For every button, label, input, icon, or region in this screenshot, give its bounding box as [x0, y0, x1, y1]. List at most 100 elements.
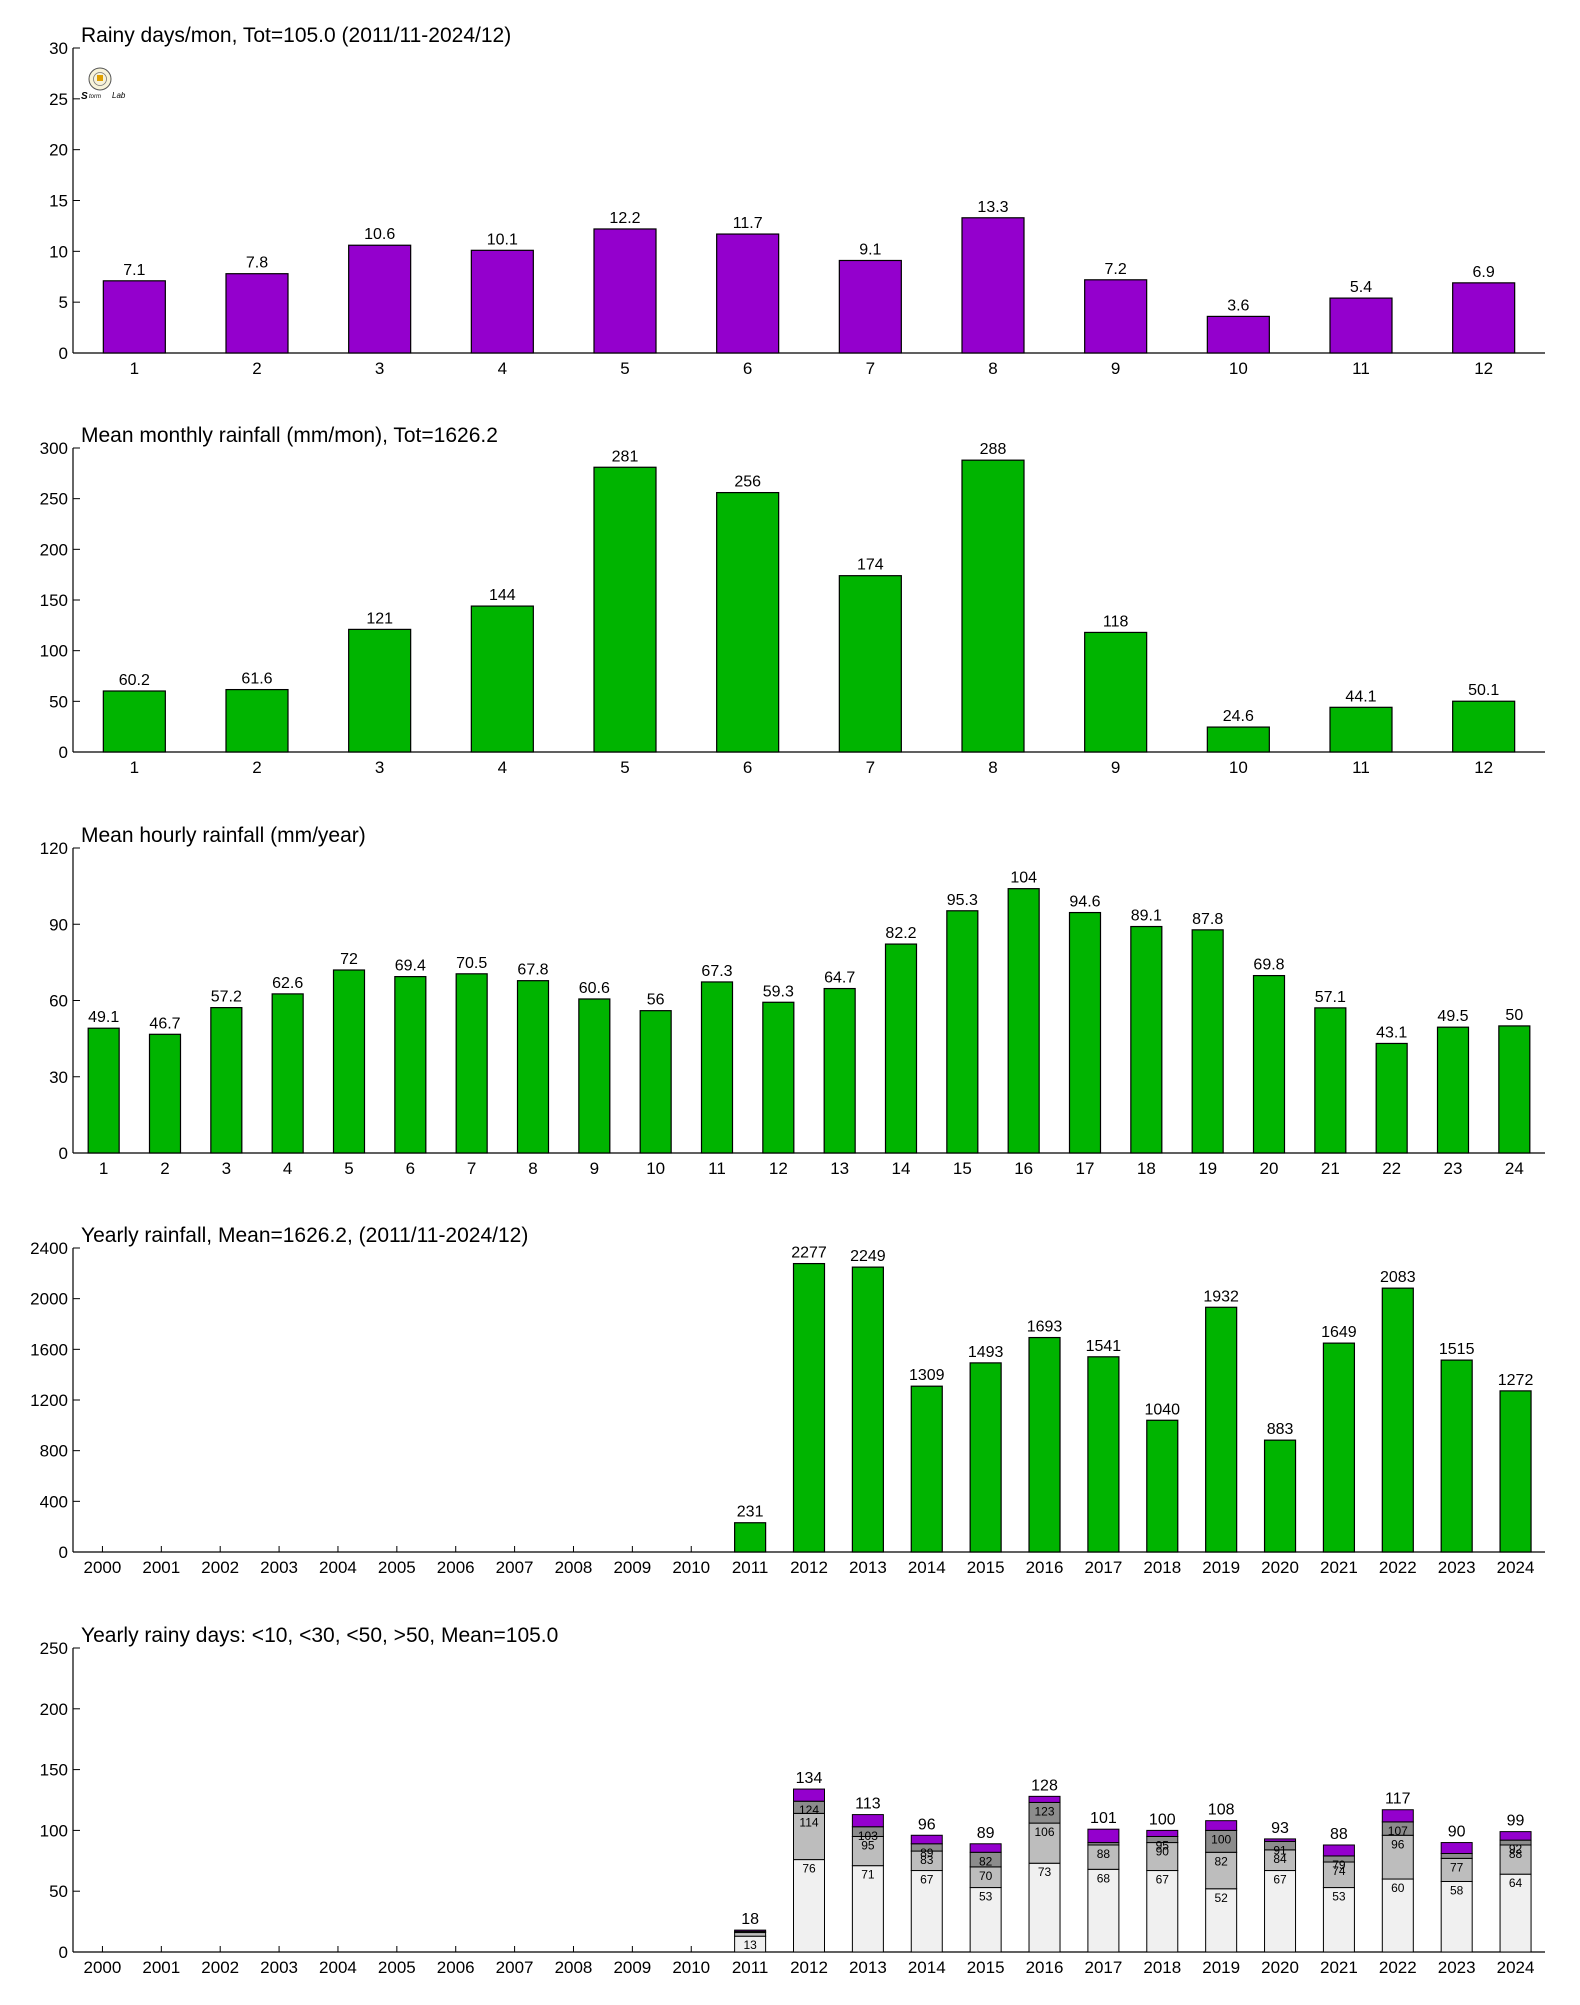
bar-value-label: 49.5	[1437, 1008, 1468, 1025]
x-tick-label: 2006	[437, 1958, 475, 1977]
bar-value-label: 62.6	[272, 975, 303, 992]
x-tick-label: 2011	[732, 1558, 769, 1577]
bar-3	[210, 1007, 243, 1154]
stack-inner-label: 88	[1509, 1847, 1523, 1861]
bar-6	[394, 976, 427, 1154]
stack-inner-label: 123	[1035, 1804, 1055, 1818]
bar-value-label: 50	[1505, 1007, 1523, 1024]
x-tick-label: 2	[160, 1159, 169, 1178]
y-tick-label: 120	[40, 839, 68, 858]
y-tick-label: 0	[59, 1543, 68, 1562]
stack-segment-2011-2	[734, 1932, 767, 1937]
stack-inner-label: 68	[1097, 1871, 1111, 1885]
x-tick-label: 2010	[672, 1558, 710, 1577]
stack-segment-2020-4	[1264, 1838, 1297, 1842]
y-tick-label: 100	[40, 642, 68, 661]
stack-segment-2014-1	[910, 1870, 943, 1953]
bar-value-label: 59.3	[763, 983, 794, 1000]
stack-segment-2024-1	[1499, 1873, 1532, 1953]
x-tick-label: 16	[1014, 1159, 1033, 1178]
x-tick-label: 2	[252, 359, 261, 378]
x-tick-label: 2016	[1026, 1958, 1064, 1977]
stack-total-label: 128	[1031, 1777, 1058, 1794]
stack-inner-label: 60	[1391, 1881, 1405, 1895]
stack-segment-2016-4	[1028, 1795, 1061, 1803]
stack-inner-label: 13	[743, 1938, 757, 1952]
bar-value-label: 2249	[850, 1248, 886, 1265]
bar-value-label: 1541	[1086, 1338, 1122, 1355]
bar-value-label: 46.7	[149, 1015, 180, 1032]
bar-value-label: 67.3	[701, 963, 732, 980]
x-tick-label: 3	[222, 1159, 231, 1178]
bar-18	[1130, 925, 1163, 1154]
y-tick-label: 20	[49, 141, 68, 160]
bar-value-label: 95.3	[947, 892, 978, 909]
y-tick-label: 50	[49, 1882, 68, 1901]
y-tick-label: 250	[40, 1639, 68, 1658]
stack-inner-label: 74	[1332, 1864, 1346, 1878]
stack-inner-label: 53	[1332, 1890, 1346, 1904]
stack-inner-label: 73	[1038, 1865, 1052, 1879]
x-tick-label: 2011	[732, 1958, 769, 1977]
chart-title: Mean hourly rainfall (mm/year)	[81, 824, 366, 847]
x-tick-label: 23	[1444, 1159, 1463, 1178]
stack-total-label: 88	[1330, 1826, 1348, 1843]
bar-value-label: 288	[980, 441, 1007, 458]
bar-2019	[1205, 1306, 1238, 1553]
y-tick-label: 0	[59, 1943, 68, 1962]
bar-2015	[969, 1362, 1002, 1553]
x-tick-label: 7	[866, 758, 875, 777]
x-tick-label: 2006	[437, 1558, 475, 1577]
bar-value-label: 56	[647, 992, 665, 1009]
stack-inner-label: 53	[979, 1890, 993, 1904]
svg-text:S: S	[81, 91, 88, 102]
x-tick-label: 2019	[1202, 1958, 1240, 1977]
x-tick-label: 2018	[1143, 1958, 1181, 1977]
stack-segment-2016-1	[1028, 1862, 1061, 1953]
x-tick-label: 2015	[967, 1958, 1005, 1977]
stack-total-label: 18	[741, 1911, 759, 1928]
bar-2	[225, 273, 289, 354]
chart-panel-3: Mean hourly rainfall (mm/year)0306090120…	[40, 824, 1545, 1178]
y-tick-label: 0	[59, 743, 68, 762]
bar-22	[1375, 1042, 1408, 1154]
x-tick-label: 2003	[260, 1958, 298, 1977]
x-tick-label: 10	[1229, 758, 1248, 777]
bar-value-label: 87.8	[1192, 911, 1223, 928]
x-tick-label: 2013	[849, 1558, 887, 1577]
x-tick-label: 2013	[849, 1958, 887, 1977]
chart-title: Yearly rainy days: <10, <30, <50, >50, M…	[81, 1624, 558, 1647]
x-tick-label: 2000	[84, 1558, 122, 1577]
stack-inner-label: 124	[799, 1803, 819, 1817]
stack-inner-label: 89	[920, 1846, 934, 1860]
stack-inner-label: 91	[1273, 1843, 1287, 1857]
x-tick-label: 2008	[555, 1958, 593, 1977]
x-tick-label: 2003	[260, 1558, 298, 1577]
stack-segment-2015-4	[969, 1843, 1002, 1853]
stack-inner-label: 67	[1273, 1873, 1287, 1887]
stack-segment-2012-4	[793, 1788, 825, 1802]
x-tick-label: 11	[1352, 758, 1370, 777]
bar-value-label: 7.2	[1105, 261, 1127, 278]
x-tick-label: 1	[130, 758, 139, 777]
stack-inner-label: 92	[1509, 1842, 1523, 1856]
y-tick-label: 30	[49, 1068, 68, 1087]
x-tick-label: 2005	[378, 1558, 416, 1577]
y-tick-label: 150	[40, 1761, 68, 1780]
x-tick-label: 2001	[142, 1958, 180, 1977]
x-tick-label: 10	[646, 1159, 665, 1178]
y-tick-label: 15	[49, 192, 68, 211]
bar-5	[593, 228, 657, 354]
x-tick-label: 2016	[1026, 1558, 1064, 1577]
stack-inner-label: 95	[861, 1838, 875, 1852]
x-tick-label: 2008	[555, 1558, 593, 1577]
x-tick-label: 21	[1321, 1159, 1340, 1178]
bar-value-label: 2277	[791, 1245, 827, 1262]
stack-segment-2023-3	[1440, 1853, 1473, 1859]
svg-text:torm: torm	[89, 94, 101, 100]
bar-24	[1498, 1025, 1531, 1154]
bar-10	[639, 1010, 672, 1154]
x-tick-label: 3	[375, 758, 384, 777]
bar-12	[1452, 282, 1516, 354]
x-tick-label: 2000	[84, 1958, 122, 1977]
